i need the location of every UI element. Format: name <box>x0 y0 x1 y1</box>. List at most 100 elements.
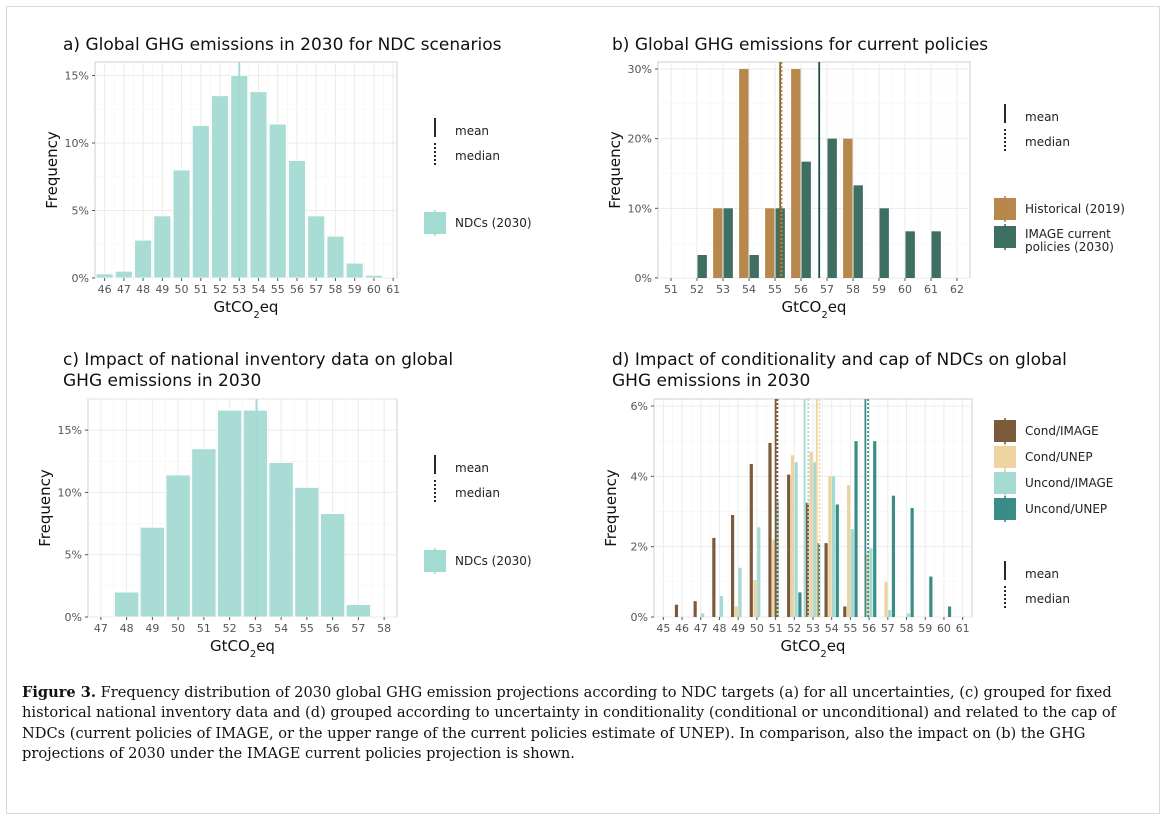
y-tick-label: 0% <box>65 611 82 624</box>
x-tick-label: 48 <box>136 283 150 296</box>
x-tick-label: 61 <box>924 283 938 296</box>
bar <box>345 262 364 279</box>
bar <box>929 576 933 617</box>
bar <box>757 527 761 617</box>
x-axis-label: GtCO2eq <box>214 298 279 321</box>
x-tick-label: 56 <box>862 622 876 635</box>
bar <box>805 502 809 617</box>
bar <box>801 161 811 278</box>
bar <box>791 68 801 278</box>
legend-median-label: median <box>455 486 500 500</box>
bar <box>884 581 888 617</box>
x-axis-label: GtCO2eq <box>781 637 846 660</box>
x-tick-label: 58 <box>900 622 914 635</box>
bar <box>798 592 802 617</box>
bar <box>772 539 776 617</box>
bar <box>719 595 723 617</box>
x-tick-label: 58 <box>846 283 860 296</box>
bar <box>95 273 114 279</box>
x-tick-label: 55 <box>300 622 314 635</box>
x-tick-label: 51 <box>197 622 211 635</box>
legend-series-label: Cond/UNEP <box>1025 450 1093 464</box>
y-tick-label: 15% <box>65 70 89 83</box>
x-tick-label: 46 <box>98 283 112 296</box>
x-tick-label: 60 <box>367 283 381 296</box>
x-tick-label: 57 <box>309 283 323 296</box>
figure-frame <box>6 6 1160 814</box>
bar <box>288 160 306 279</box>
y-tick-label: 0% <box>631 611 648 624</box>
x-tick-label: 53 <box>806 622 820 635</box>
x-tick-label: 57 <box>351 622 365 635</box>
legend-median-label: median <box>1025 592 1070 606</box>
x-tick-label: 47 <box>94 622 108 635</box>
x-tick-label: 48 <box>712 622 726 635</box>
x-tick-label: 49 <box>155 283 169 296</box>
x-tick-label: 53 <box>716 283 730 296</box>
y-tick-label: 5% <box>65 549 82 562</box>
x-tick-label: 60 <box>937 622 951 635</box>
bar <box>947 606 952 617</box>
bar <box>879 208 889 278</box>
legend-series-label: NDCs (2030) <box>455 554 532 568</box>
bar <box>211 95 229 279</box>
bar <box>765 208 775 278</box>
y-axis-label: Frequency <box>36 469 54 547</box>
bar <box>697 255 707 278</box>
bar <box>768 442 772 617</box>
bar <box>854 441 858 617</box>
bar <box>831 476 836 617</box>
x-tick-label: 55 <box>843 622 857 635</box>
y-axis-label: Frequency <box>43 131 61 209</box>
bar <box>242 409 268 618</box>
x-tick-label: 49 <box>731 622 745 635</box>
bar <box>326 235 345 279</box>
caption-text: Frequency distribution of 2030 global GH… <box>22 684 1117 763</box>
x-axis-label: GtCO2eq <box>782 298 847 321</box>
chart-title-line2: GHG emissions in 2030 <box>63 371 261 391</box>
bar <box>191 448 217 618</box>
x-tick-label: 59 <box>348 283 362 296</box>
bar <box>114 270 133 279</box>
legend-mean-label: mean <box>1025 110 1059 124</box>
x-tick-label: 50 <box>750 622 764 635</box>
figure-caption: Figure 3. Frequency distribution of 2030… <box>22 683 1142 765</box>
bar <box>790 455 795 617</box>
y-tick-label: 0% <box>635 272 652 285</box>
x-tick-label: 62 <box>950 283 964 296</box>
x-tick-label: 48 <box>120 622 134 635</box>
x-axis-label: GtCO2eq <box>210 637 275 660</box>
bar <box>846 485 851 617</box>
y-tick-label: 15% <box>58 424 82 437</box>
bar <box>794 462 798 617</box>
legend-series-label: Uncond/UNEP <box>1025 502 1107 516</box>
x-tick-label: 56 <box>290 283 304 296</box>
bar <box>723 208 733 278</box>
bar <box>931 231 941 278</box>
bar <box>813 462 817 617</box>
chart-title: b) Global GHG emissions for current poli… <box>612 35 988 55</box>
bar <box>843 606 847 617</box>
legend-series-label: policies (2030) <box>1025 240 1114 254</box>
y-axis-label: Frequency <box>606 131 624 209</box>
bar <box>307 215 326 279</box>
y-tick-label: 10% <box>58 486 82 499</box>
bar <box>891 495 896 617</box>
bar <box>835 504 839 617</box>
x-tick-label: 61 <box>956 622 970 635</box>
legend-median-label: median <box>455 149 500 163</box>
figure-canvas: a) Global GHG emissions in 2030 for NDC … <box>36 35 1125 660</box>
y-tick-label: 0% <box>72 272 89 285</box>
y-tick-label: 2% <box>631 541 648 554</box>
x-tick-label: 52 <box>787 622 801 635</box>
bar <box>787 474 791 617</box>
bar <box>739 68 749 278</box>
bar <box>809 451 813 617</box>
x-tick-label: 56 <box>794 283 808 296</box>
x-tick-label: 52 <box>213 283 227 296</box>
chart-d: d) Impact of conditionality and cap of N… <box>602 350 1113 660</box>
bar <box>345 604 371 618</box>
bar <box>693 601 697 617</box>
bar <box>843 138 853 278</box>
chart-title-line2: GHG emissions in 2030 <box>612 371 810 391</box>
